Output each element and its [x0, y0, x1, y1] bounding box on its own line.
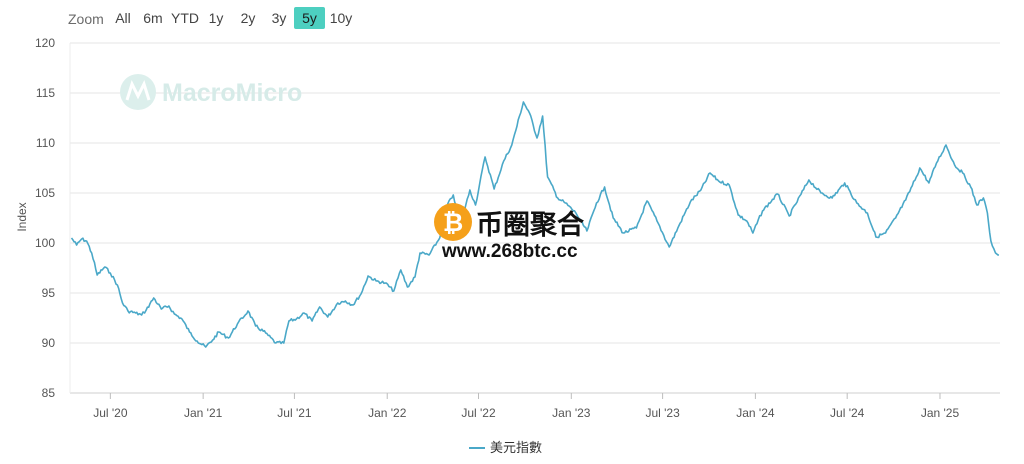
bitcoin-glyph: ₿: [443, 208, 463, 237]
x-tick-label: Jul '22: [461, 406, 496, 420]
y-tick-label: 100: [35, 236, 55, 250]
zoom-button-6m[interactable]: 6m: [143, 10, 163, 26]
axes: 85 90 95 100 105 110 115 120 Jul '20 Jan '21 Jul '…: [35, 36, 1000, 420]
x-tick-label: Jan '23: [552, 406, 591, 420]
x-tick-label: Jul '24: [830, 406, 865, 420]
bitcoin-icon: ₿: [434, 203, 472, 241]
zoom-button-5y[interactable]: 5y: [294, 7, 325, 29]
zoom-button-3y[interactable]: 3y: [271, 10, 287, 26]
x-tick-label: Jan '22: [368, 406, 407, 420]
y-tick-label: 95: [42, 286, 56, 300]
range-selector: Zoom All 6m YTD 1y 2y 3y 5y 10y: [0, 0, 420, 36]
zoom-button-ytd[interactable]: YTD: [171, 10, 199, 26]
watermark-text: MacroMicro: [162, 79, 302, 107]
x-tick-label: Jan '21: [184, 406, 223, 420]
x-tick-label: Jan '24: [736, 406, 775, 420]
legend-label: 美元指數: [490, 441, 542, 456]
zoom-button-10y[interactable]: 10y: [329, 10, 353, 26]
overlay-watermark: ₿ 币圈聚合 www.268btc.cc: [434, 203, 584, 262]
gridlines: [70, 42, 1000, 344]
zoom-button-all[interactable]: All: [115, 10, 131, 26]
y-axis-title: Index: [15, 202, 29, 231]
x-tick-label: Jul '23: [645, 406, 680, 420]
watermark: MacroMicro: [120, 74, 302, 110]
y-tick-label: 120: [35, 36, 55, 50]
zoom-label: Zoom: [68, 11, 104, 27]
y-tick-label: 115: [36, 86, 55, 100]
x-tick-label: Jul '21: [277, 406, 312, 420]
y-tick-label: 110: [36, 136, 55, 150]
y-tick-label: 105: [35, 186, 55, 200]
x-tick-label: Jan '25: [921, 406, 960, 420]
series-line-usd-index: [70, 101, 1000, 348]
bitcoin-badge: [434, 203, 472, 241]
overlay-site-url: www.268btc.cc: [441, 241, 578, 262]
macromicro-logo-icon: [120, 74, 156, 110]
overlay-site-name: 币圈聚合: [476, 209, 584, 241]
y-tick-label: 85: [42, 386, 56, 400]
zoom-button-1y[interactable]: 1y: [208, 10, 224, 26]
y-tick-label: 90: [42, 336, 56, 350]
x-tick-label: Jul '20: [93, 406, 128, 420]
zoom-button-2y[interactable]: 2y: [240, 10, 256, 26]
legend[interactable]: 美元指數: [469, 441, 542, 456]
